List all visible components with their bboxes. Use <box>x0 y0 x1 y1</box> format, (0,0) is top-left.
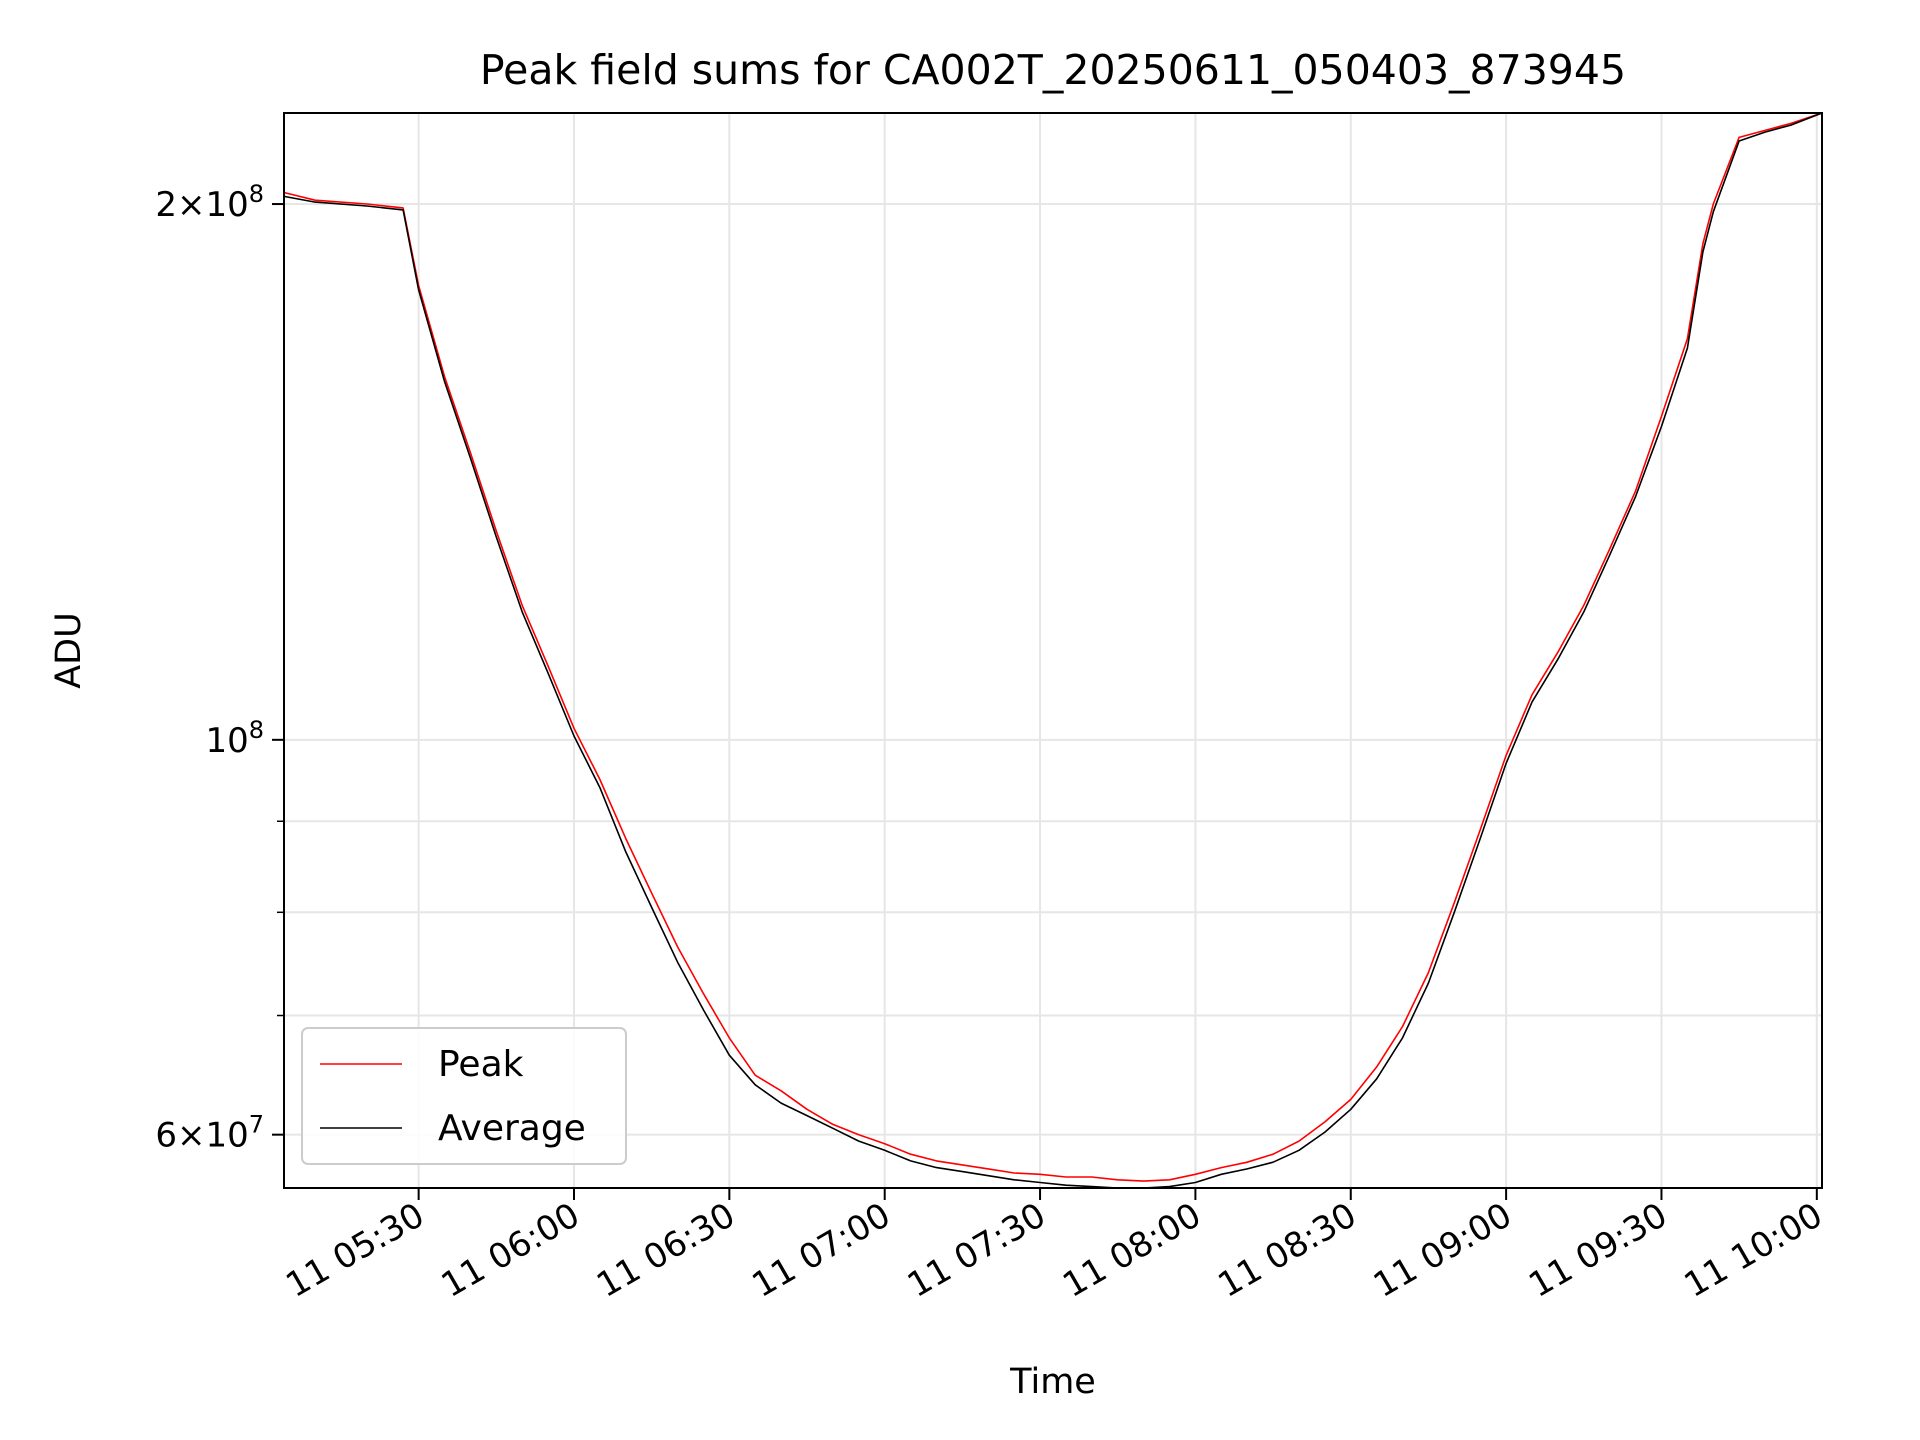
y-tick-label: 2×108 <box>155 180 264 225</box>
y-tick-exponent: 8 <box>249 716 264 744</box>
legend-box <box>301 1027 627 1165</box>
y-tick-base: 10 <box>205 185 248 225</box>
y-tick-times: × <box>177 1116 206 1156</box>
y-tick-base: 10 <box>205 1116 248 1156</box>
y-tick-label: 108 <box>205 716 264 761</box>
series-line-peak <box>283 112 1823 1182</box>
y-tick-mantissa: 2 <box>155 185 177 225</box>
legend-label-peak: Peak <box>438 1044 524 1085</box>
legend-label-average: Average <box>438 1108 586 1149</box>
y-tick-base: 10 <box>205 721 248 761</box>
plot-frame <box>283 112 1823 1189</box>
legend: Peak Average <box>301 1027 627 1165</box>
y-tick-mantissa: 6 <box>155 1116 177 1156</box>
x-axis-label: Time <box>1009 1362 1096 1402</box>
chart-title: Peak field sums for CA002T_20250611_0504… <box>480 46 1626 94</box>
y-tick-label: 6×107 <box>155 1111 264 1156</box>
y-tick-times: × <box>177 185 206 225</box>
y-tick-exponent: 8 <box>249 180 264 208</box>
series-line-average <box>283 112 1823 1189</box>
series-layer <box>283 112 1823 1189</box>
grid <box>284 113 1822 1188</box>
y-tick-exponent: 7 <box>249 1111 264 1139</box>
y-axis-label: ADU <box>49 612 89 689</box>
